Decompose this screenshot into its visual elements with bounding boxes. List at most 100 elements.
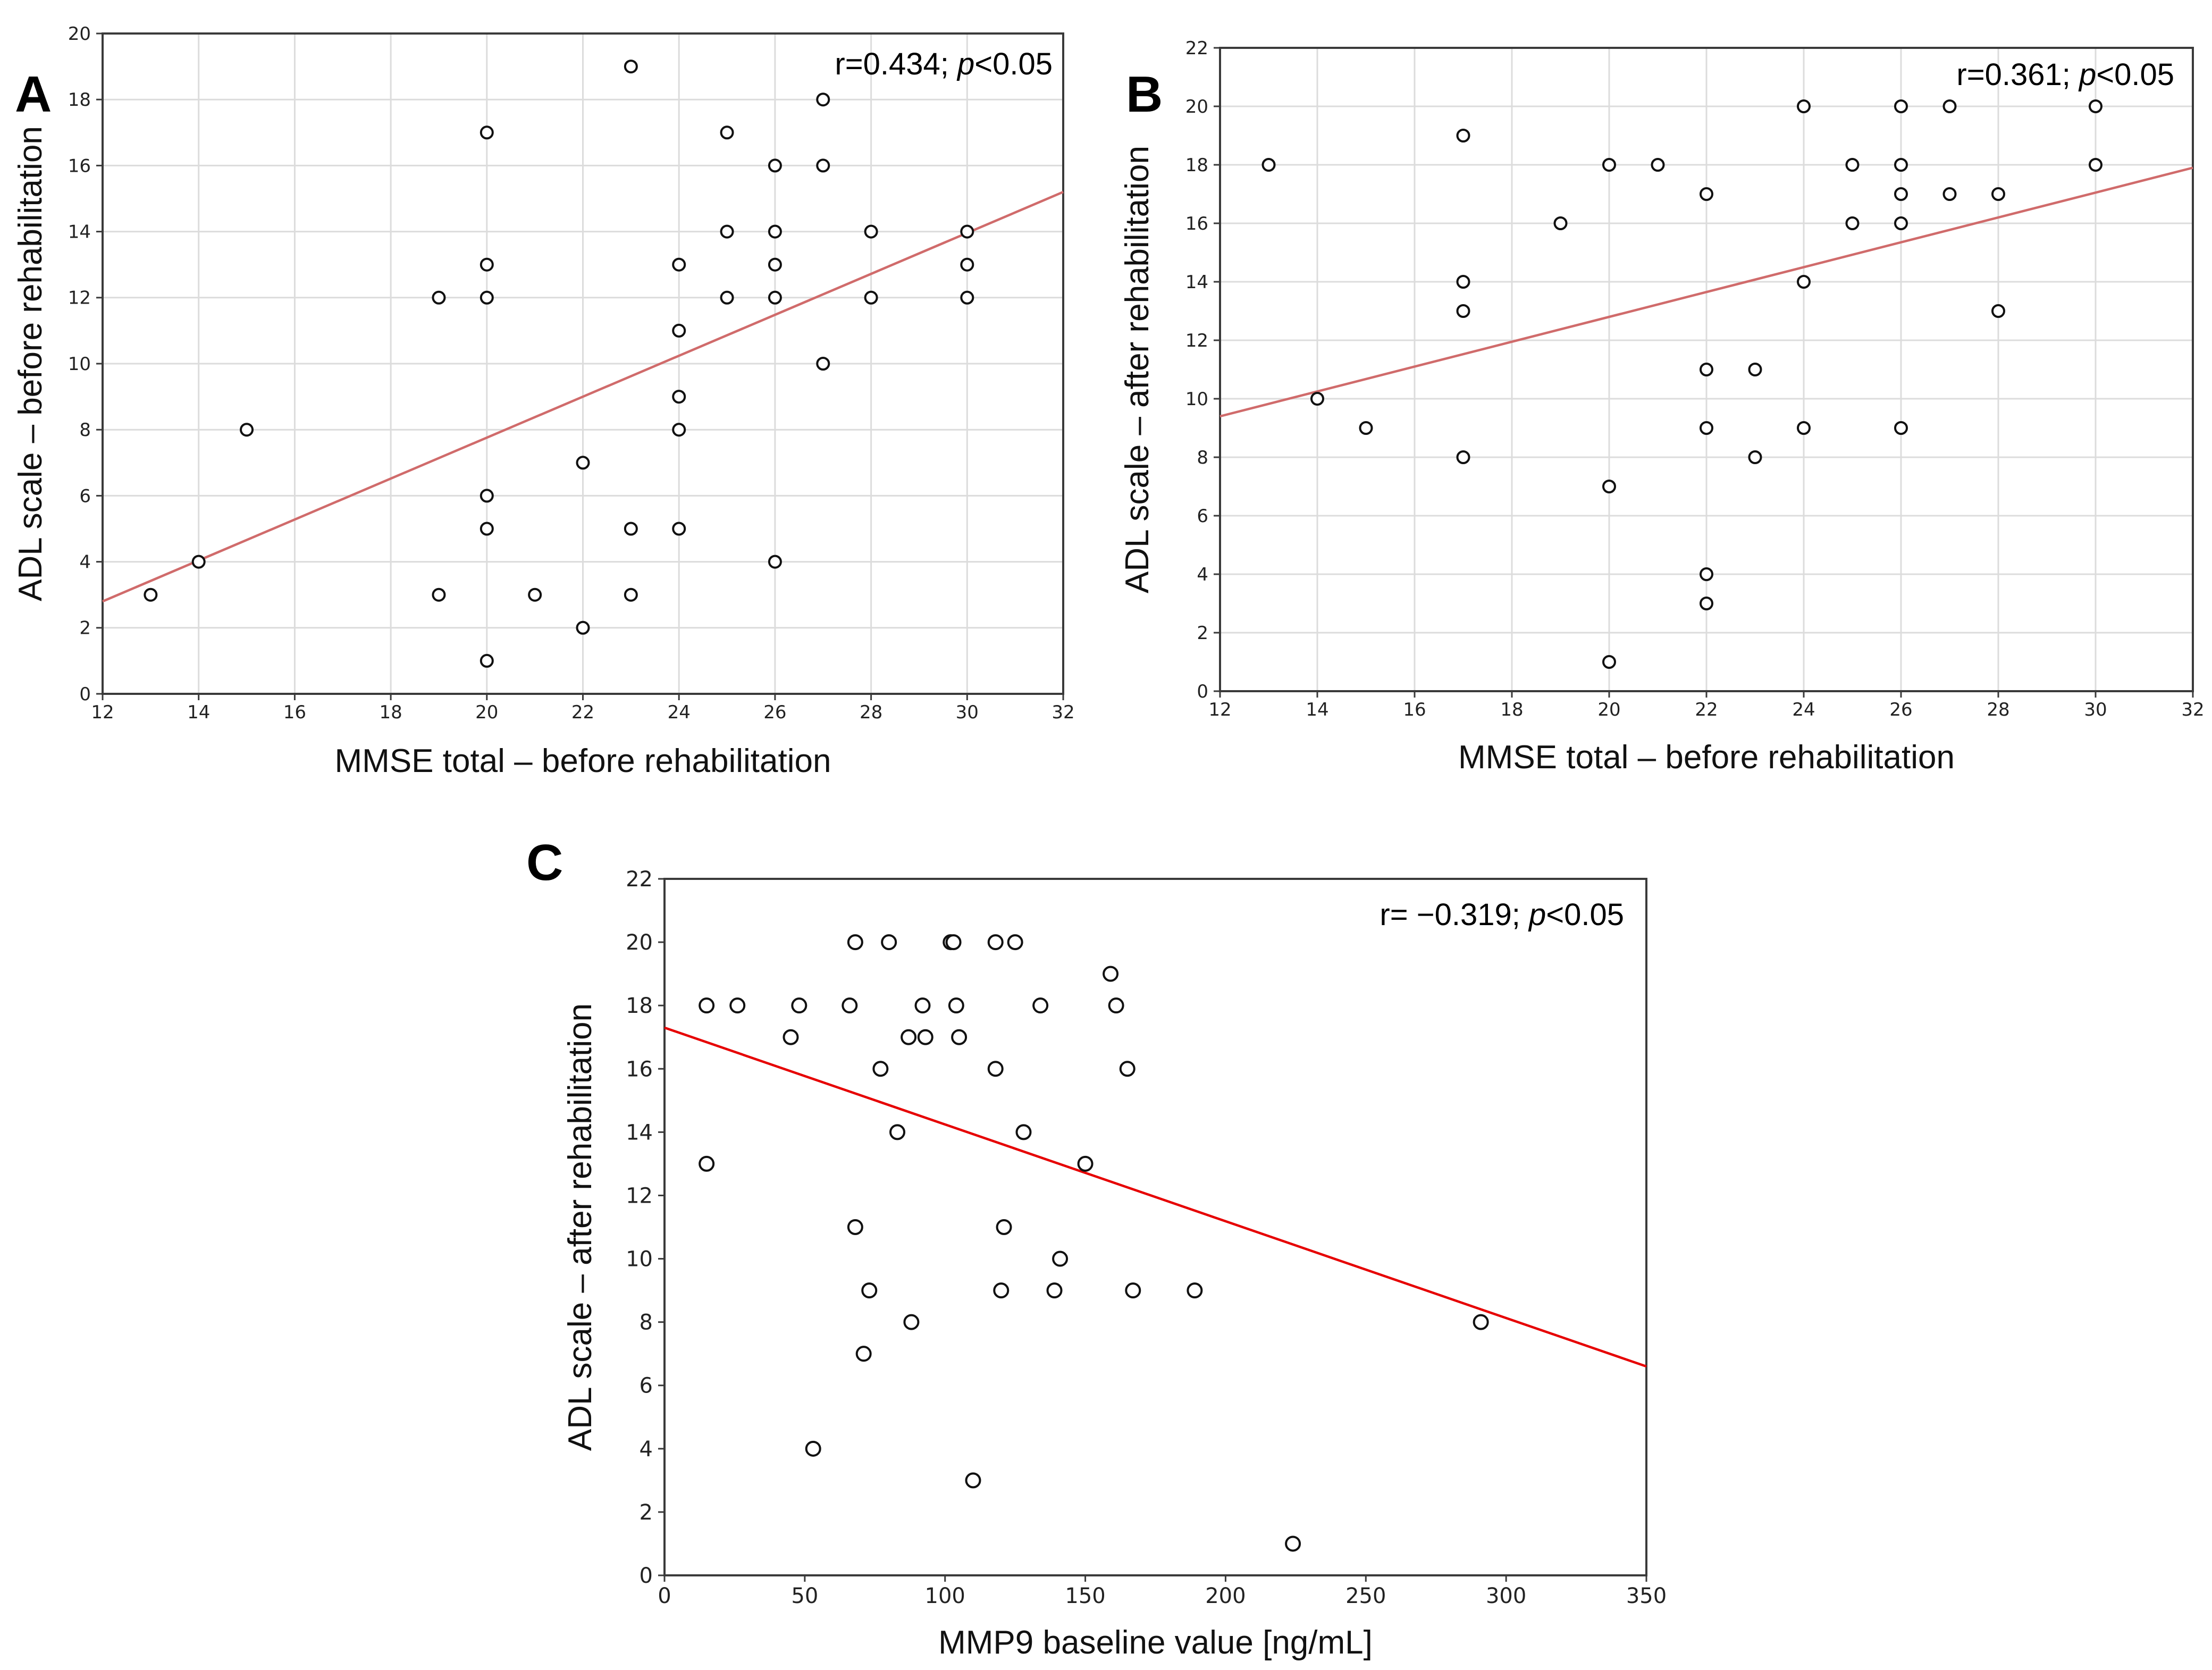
y-tick-label: 6 [1197,506,1208,527]
x-tick-label: 14 [187,702,210,723]
data-point [768,555,782,569]
y-tick-label: 0 [640,1564,653,1588]
data-point [480,653,494,668]
data-point [816,158,830,173]
correlation-annotation: r= −0.319; p<0.05 [1380,897,1624,932]
data-point [914,997,931,1014]
data-point [805,1440,821,1457]
correlation-r: r= −0.319; [1380,897,1529,932]
y-tick-label: 14 [1185,272,1208,293]
data-point [432,290,446,305]
data-point [699,997,715,1014]
data-point [1700,187,1713,201]
data-point [1285,1535,1301,1552]
y-tick-label: 14 [626,1120,653,1145]
x-tick-label: 24 [1792,699,1815,720]
data-point [1797,99,1811,113]
data-point [672,257,686,272]
data-point [889,1124,906,1140]
y-tick-label: 22 [1185,38,1208,59]
data-point [864,290,878,305]
data-point [480,489,494,503]
data-point [987,1061,1004,1077]
data-point [576,456,590,470]
panel-letter: B [1126,66,1163,123]
panel-a: 12 14 16 18 20 22 24 26 28 30 3202468101214161820M… [12,23,1075,779]
p-symbol: p [2078,57,2096,92]
data-point [1651,158,1665,172]
data-point [2089,158,2102,172]
data-point [1700,567,1713,581]
y-tick-label: 4 [640,1437,653,1462]
data-point [1748,450,1762,464]
x-tick-label: 30 [2084,699,2107,720]
data-point [881,934,897,951]
data-point [1007,934,1023,951]
y-tick-label: 16 [1185,213,1208,234]
regression-line [1219,166,2193,418]
data-point [576,620,590,635]
y-tick-label: 0 [79,684,91,705]
x-axis-label: MMSE total – before rehabilitation [335,743,831,779]
data-point [1077,1155,1094,1172]
data-point [1103,966,1119,982]
p-symbol: p [1528,897,1546,932]
data-point [1310,392,1324,406]
data-point [1473,1314,1489,1330]
data-point [672,522,686,536]
data-point [783,1029,799,1045]
y-tick-label: 22 [626,867,653,892]
data-point [720,224,734,239]
correlation-r: r=0.434; [835,47,957,81]
y-tick-label: 4 [79,552,91,573]
p-symbol: p [956,47,974,81]
panel-b: 12 14 16 18 20 22 24 26 28 30 32024681012141618202… [1119,38,2205,776]
x-tick-label: 50 [791,1584,818,1608]
data-point [1700,421,1713,435]
y-tick-label: 18 [68,89,91,111]
data-point [191,555,206,569]
x-tick-label: 0 [658,1584,671,1608]
data-point [480,125,494,140]
data-point [1894,187,1908,201]
y-axis-label: ADL scale – after rehabilitation [562,1003,599,1451]
data-point [1700,363,1713,376]
data-point [847,934,863,951]
p-value: <0.05 [974,47,1053,81]
y-tick-label: 2 [1197,623,1208,644]
data-point [1553,216,1568,230]
data-point [1119,1061,1136,1077]
data-point [1894,158,1908,172]
data-point [951,1029,968,1045]
y-tick-label: 20 [1185,96,1208,118]
data-point [672,323,686,338]
x-tick-label: 18 [379,702,402,723]
panel-letter: A [15,66,52,123]
data-point [1845,158,1860,172]
y-tick-label: 20 [626,930,653,955]
y-tick-label: 14 [68,222,91,243]
data-point [1108,997,1124,1014]
data-point [816,357,830,371]
panel-c: 0 50 100 150 200 250 300 350 0 2 4 6 8 10 12 14 16 18 20 22… [526,834,1667,1661]
x-tick-label: 300 [1486,1584,1526,1608]
plot-frame [663,878,1647,1576]
x-tick-label: 350 [1626,1584,1667,1608]
y-tick-label: 18 [626,994,653,1018]
data-point [1456,450,1470,464]
data-point [1015,1124,1032,1140]
x-tick-label: 32 [2181,699,2204,720]
data-point [624,588,638,602]
y-tick-label: 12 [1185,330,1208,351]
data-point [1456,275,1470,289]
data-point [847,1219,863,1235]
data-point [1894,216,1908,230]
y-tick-label: 8 [79,419,91,441]
data-point [996,1219,1012,1235]
correlation-r: r=0.361; [1956,57,2079,92]
data-point [945,934,962,951]
y-tick-label: 2 [640,1500,653,1525]
data-point [1125,1282,1141,1299]
y-tick-label: 18 [1185,155,1208,176]
data-point [861,1282,878,1299]
